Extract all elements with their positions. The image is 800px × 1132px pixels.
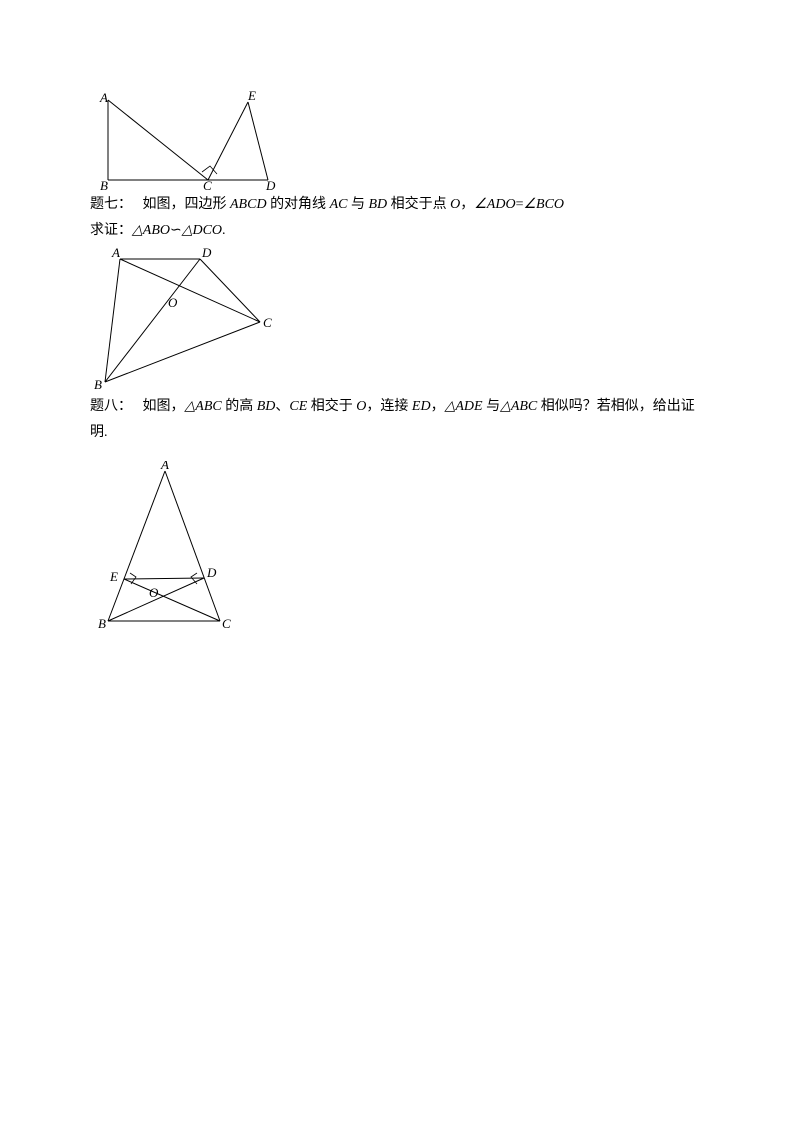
p7-t2: 的对角线	[270, 197, 326, 212]
p7-sim: ∽	[170, 223, 182, 238]
label3-O: O	[149, 585, 159, 600]
problem-7-proof: 求证：△ABO∽△DCO.	[90, 220, 710, 242]
diagram-1-svg: A B C D E	[90, 90, 290, 190]
label3-E: E	[109, 569, 118, 584]
p7-ac: AC	[326, 197, 351, 212]
p7-bd: BD	[365, 197, 391, 212]
p7-comma: ，	[460, 197, 474, 212]
p8-sep: 、	[275, 399, 289, 414]
p8-comma: ，连接	[366, 399, 408, 414]
diagram-2-svg: A D C B O	[90, 247, 290, 392]
label-D: D	[265, 178, 276, 190]
p8-abc2: △ABC	[500, 399, 541, 414]
p7-and: 与	[351, 197, 365, 212]
label-A: A	[99, 90, 108, 105]
label-E: E	[247, 90, 256, 103]
p7-period: .	[222, 223, 226, 238]
diagram-2: A D C B O	[90, 247, 710, 392]
p8-abc1: △ABC	[185, 399, 226, 414]
p8-t1: 如图，	[143, 399, 185, 414]
p8-and: 与	[486, 399, 500, 414]
p8-ce: CE	[289, 399, 310, 414]
p8-t3: 相交于	[311, 399, 353, 414]
p7-bco: ∠BCO	[523, 197, 564, 212]
p8-ade: △ADE	[445, 399, 486, 414]
p8-line2: 明.	[90, 425, 108, 440]
p7-prefix: 题七：	[90, 197, 132, 212]
problem-8-text: 题八： 如图，△ABC 的高 BD、CE 相交于 O，连接 ED，△ADE 与△…	[90, 396, 710, 418]
p7-proof-prefix: 求证：	[90, 223, 132, 238]
p8-bd: BD	[253, 399, 275, 414]
diagram-3-svg: A B C E D O	[90, 461, 260, 631]
p8-ed: ED	[408, 399, 430, 414]
p7-t3: 相交于点	[391, 197, 447, 212]
label3-B: B	[98, 616, 106, 631]
p8-o: O	[353, 399, 367, 414]
label-B: B	[100, 178, 108, 190]
label2-A: A	[111, 247, 120, 260]
p8-prefix: 题八：	[90, 399, 132, 414]
label3-C: C	[222, 616, 231, 631]
p8-comma2: ，	[431, 399, 445, 414]
p8-t2: 的高	[225, 399, 253, 414]
diagram-3: A B C E D O	[90, 461, 710, 631]
p7-dco: △DCO	[182, 223, 222, 238]
p7-o: O	[447, 197, 461, 212]
p8-question: 相似吗？若相似，给出证	[541, 399, 695, 414]
label2-O: O	[168, 295, 178, 310]
label-C: C	[203, 178, 212, 190]
p7-ado: ∠ADO	[474, 197, 515, 212]
label3-D: D	[206, 565, 217, 580]
label2-D: D	[201, 247, 212, 260]
p7-abcd: ABCD	[227, 197, 271, 212]
problem-8-line2: 明.	[90, 422, 710, 444]
label2-C: C	[263, 315, 272, 330]
p7-t1: 如图，四边形	[143, 197, 227, 212]
diagram-1: A B C D E	[90, 90, 710, 190]
label2-B: B	[94, 377, 102, 392]
label3-A: A	[160, 461, 169, 472]
problem-7-text: 题七： 如图，四边形 ABCD 的对角线 AC 与 BD 相交于点 O，∠ADO…	[90, 194, 710, 216]
p7-abo: △ABO	[132, 223, 170, 238]
